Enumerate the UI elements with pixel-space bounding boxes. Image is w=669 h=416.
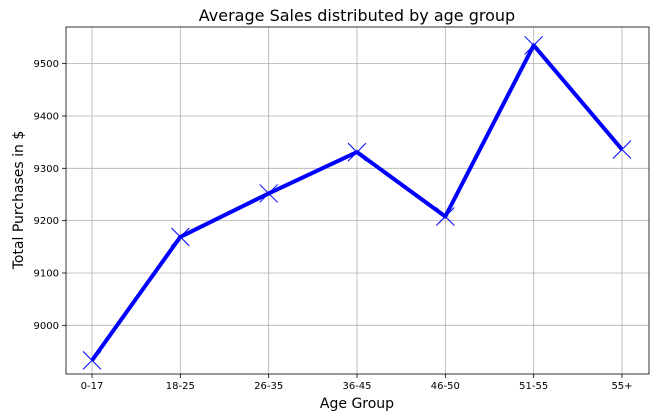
chart-title: Average Sales distributed by age group [199, 6, 515, 25]
data-markers [82, 35, 632, 370]
data-point-26-35 [259, 184, 279, 203]
marker-stroke [435, 207, 455, 226]
y-axis-label: Total Purchases in $ [11, 131, 27, 271]
marker-stroke [259, 184, 279, 203]
y-tick-label-9100: 9100 [34, 268, 59, 279]
marker-stroke [347, 142, 367, 162]
data-point-18-25 [170, 227, 190, 247]
x-tick-label-55+: 55+ [611, 381, 632, 392]
y-tick-label-9400: 9400 [34, 111, 59, 122]
data-point-36-45 [347, 142, 367, 162]
x-tick-label-51-55: 51-55 [519, 381, 548, 392]
y-tick-label-9500: 9500 [34, 59, 59, 70]
axis-ticks: 0-17 18-25 26-35 36-45 46-50 51-55 55+ 9000 9100… [34, 59, 633, 392]
data-point-46-50 [435, 207, 455, 226]
data-point-0-17 [82, 351, 102, 370]
x-tick-label-0-17: 0-17 [81, 381, 104, 392]
y-tick-label-9300: 9300 [34, 164, 59, 175]
x-tick-label-26-35: 26-35 [254, 381, 283, 392]
plot-frame [65, 26, 650, 375]
marker-stroke [170, 227, 190, 247]
x-tick-label-46-50: 46-50 [431, 381, 460, 392]
data-point-51-55 [524, 35, 544, 55]
marker-stroke [82, 351, 102, 370]
data-point-55+ [612, 140, 632, 159]
y-tick-label-9000: 9000 [34, 321, 59, 332]
x-tick-label-36-45: 36-45 [342, 381, 371, 392]
x-tick-label-18-25: 18-25 [166, 381, 195, 392]
x-axis-label: Age Group [320, 396, 394, 412]
marker-stroke [524, 35, 544, 55]
y-tick-label-9200: 9200 [34, 216, 59, 227]
marker-stroke [612, 140, 632, 159]
